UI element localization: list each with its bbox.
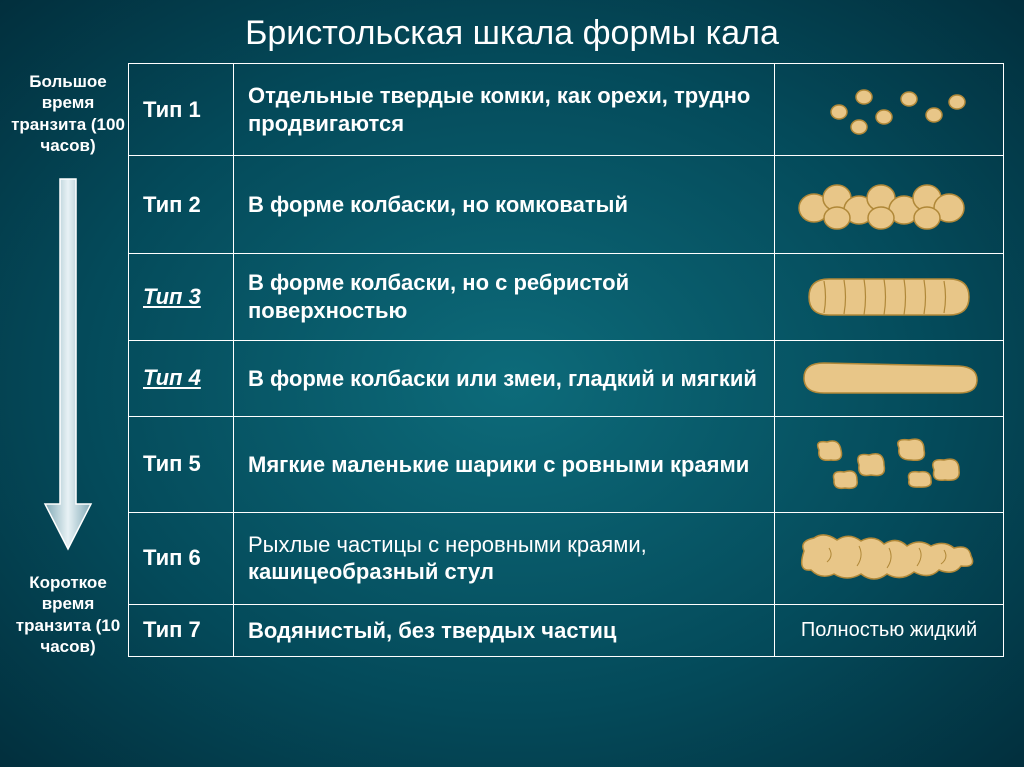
content-area: Большое время транзита (100 часов) Корот… — [0, 63, 1024, 657]
illustration-cell — [775, 64, 1004, 156]
page-title: Бристольская шкала формы кала — [0, 0, 1024, 63]
stool-table: Тип 1Отдельные твердые комки, как орехи,… — [128, 63, 1004, 657]
illustration-cell — [775, 253, 1004, 340]
illustration-cell — [775, 417, 1004, 513]
type-cell: Тип 7 — [129, 604, 234, 656]
transit-top-label: Большое время транзита (100 часов) — [8, 71, 128, 156]
type-cell: Тип 4 — [129, 340, 234, 416]
type-cell: Тип 2 — [129, 156, 234, 254]
illustration-cell — [775, 512, 1004, 604]
type-cell: Тип 5 — [129, 417, 234, 513]
description-cell: Мягкие маленькие шарики с ровными краями — [234, 417, 775, 513]
table-row: Тип 7Водянистый, без твердых частиц Полно… — [129, 604, 1004, 656]
down-arrow-icon — [43, 174, 93, 554]
type-cell: Тип 6 — [129, 512, 234, 604]
type-cell: Тип 1 — [129, 64, 234, 156]
table-row: Тип 5Мягкие маленькие шарики с ровными к… — [129, 417, 1004, 513]
table-row: Тип 1Отдельные твердые комки, как орехи,… — [129, 64, 1004, 156]
table-row: Тип 3В форме колбаски, но с ребристой по… — [129, 253, 1004, 340]
description-cell: В форме колбаски или змеи, гладкий и мяг… — [234, 340, 775, 416]
illustration-cell: Полностью жидкий — [775, 604, 1004, 656]
table-row: Тип 4В форме колбаски или змеи, гладкий … — [129, 340, 1004, 416]
illustration-cell — [775, 340, 1004, 416]
description-cell: В форме колбаски, но комковатый — [234, 156, 775, 254]
description-cell: В форме колбаски, но с ребристой поверхн… — [234, 253, 775, 340]
illustration-cell — [775, 156, 1004, 254]
table-row: Тип 6Рыхлые частицы с неровными краями, … — [129, 512, 1004, 604]
table-row: Тип 2В форме колбаски, но комковатый — [129, 156, 1004, 254]
description-cell: Водянистый, без твердых частиц — [234, 604, 775, 656]
type-cell: Тип 3 — [129, 253, 234, 340]
description-cell: Рыхлые частицы с неровными краями, кашиц… — [234, 512, 775, 604]
description-cell: Отдельные твердые комки, как орехи, труд… — [234, 64, 775, 156]
liquid-label: Полностью жидкий — [801, 619, 977, 641]
transit-column: Большое время транзита (100 часов) Корот… — [8, 63, 128, 657]
transit-bottom-label: Короткое время транзита (10 часов) — [8, 572, 128, 657]
arrow-container — [43, 156, 93, 572]
